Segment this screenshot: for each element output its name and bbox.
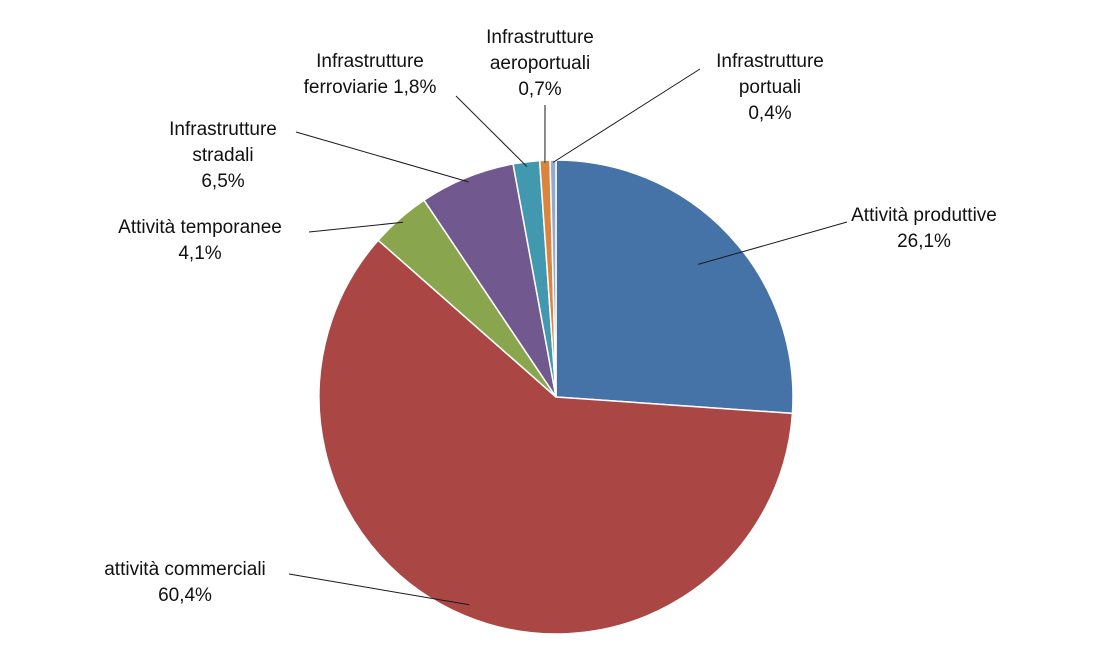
pie-slice	[318, 239, 794, 635]
slice-category-label: Infrastrutture	[486, 27, 594, 48]
slice-value-label: 1,8%	[393, 77, 436, 98]
slice-value-label: 0,4%	[748, 103, 791, 124]
slice-label: Infrastrutture stradali 6,5%	[169, 119, 277, 192]
leader-line	[308, 221, 404, 233]
slice-value-label: 60,4%	[158, 585, 212, 606]
slice-category-label: aeroportuali	[490, 53, 590, 74]
slice-label: Infrastrutture portuali 0,4%	[716, 51, 824, 124]
slice-value-label: 0,7%	[518, 79, 561, 100]
leader-lines	[288, 68, 848, 606]
slice-category-label: Infrastrutture	[169, 119, 277, 140]
slice-category-label: Attività produttive	[851, 205, 997, 226]
slice-label: Infrastrutture ferroviarie 1,8%	[304, 51, 437, 98]
leader-line	[455, 95, 528, 167]
slice-category-label: portuali	[739, 77, 801, 98]
leader-line	[697, 221, 848, 265]
leader-line	[295, 131, 469, 183]
slice-label: Attività produttive 26,1%	[851, 205, 997, 252]
pie-slice	[555, 159, 794, 415]
slice-category-label: Infrastrutture	[316, 51, 424, 72]
slice-label: Infrastrutture aeroportuali 0,7%	[486, 27, 594, 100]
slice-label: attività commerciali 60,4%	[104, 559, 266, 606]
slice-category-label: stradali	[192, 145, 253, 166]
slice-category-label: attività commerciali	[104, 559, 266, 580]
slice-label: Attività temporanee 4,1%	[118, 217, 282, 264]
slice-category-label: ferroviarie	[304, 77, 388, 98]
leader-line	[552, 68, 701, 163]
slice-category-label: Attività temporanee	[118, 217, 282, 238]
slice-value-label: 4,1%	[178, 243, 221, 264]
slice-labels: Attività produttive 26,1% attività commerc…	[104, 27, 997, 606]
slice-value-label: 6,5%	[201, 171, 244, 192]
leader-line	[288, 573, 470, 606]
slice-category-label: Infrastrutture	[716, 51, 824, 72]
slice-value-label: 26,1%	[897, 231, 951, 252]
pie-slices	[318, 159, 794, 635]
